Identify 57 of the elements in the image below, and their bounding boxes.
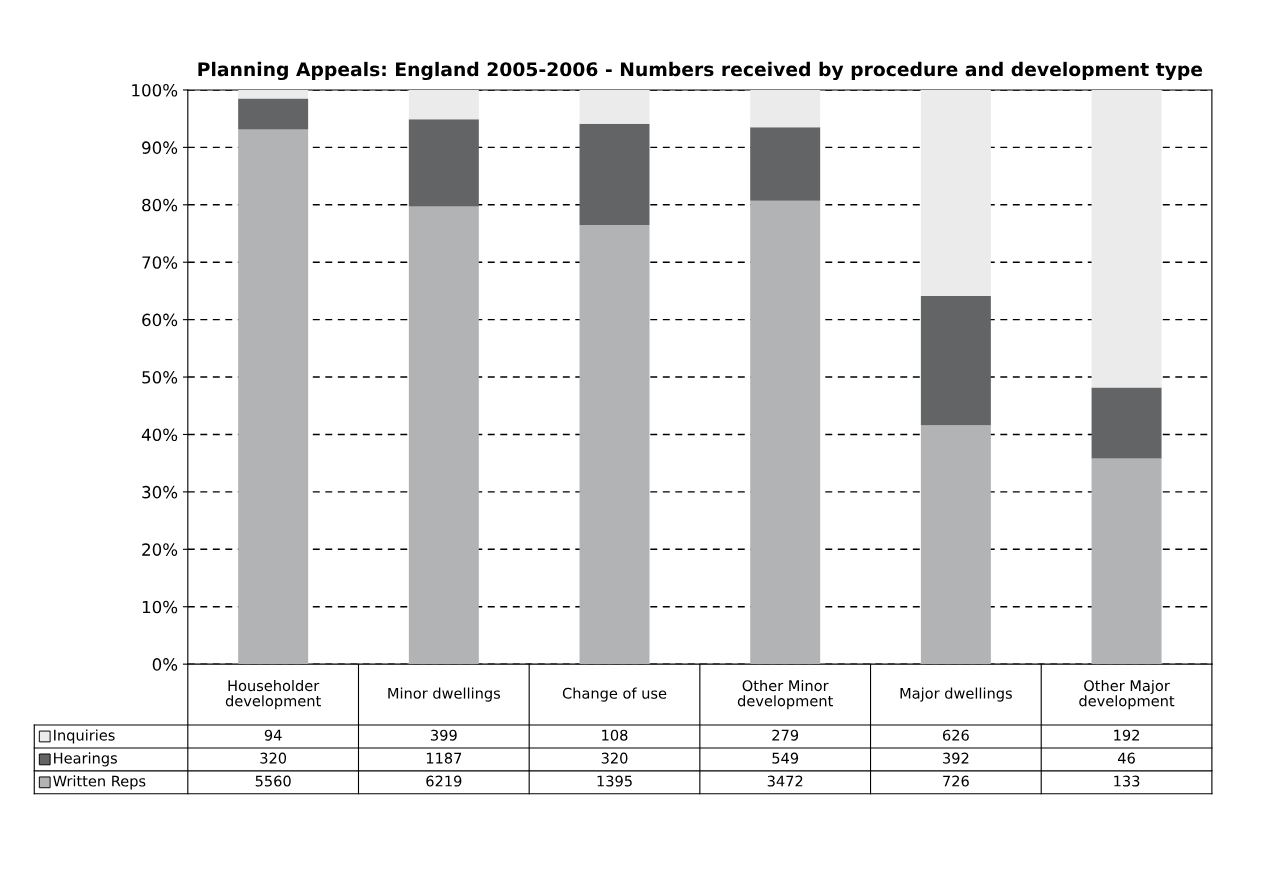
bar xyxy=(238,129,309,665)
text: 108 xyxy=(602,729,628,741)
bar xyxy=(1091,458,1162,665)
x-tick-label: Change of use xyxy=(562,687,667,702)
bar xyxy=(1091,387,1162,459)
legend-label: Hearings xyxy=(54,752,117,767)
text: 279 xyxy=(772,729,799,741)
bar xyxy=(750,200,821,665)
y-tick-label: 10% xyxy=(142,600,178,614)
bar xyxy=(579,89,650,124)
bar xyxy=(238,98,309,130)
bar xyxy=(408,89,479,120)
legend-label: Inquiries xyxy=(54,729,115,744)
y-tick-label: 80% xyxy=(142,198,178,212)
y-tick-label: 50% xyxy=(142,371,178,384)
text: 626 xyxy=(942,729,969,741)
bar xyxy=(408,206,479,665)
x-tick-label: Minor dwellings xyxy=(388,687,501,702)
y-tick-label: 70% xyxy=(142,256,178,269)
bar xyxy=(750,127,821,201)
bar xyxy=(920,425,991,665)
bar xyxy=(920,89,991,297)
text: 320 xyxy=(260,752,287,764)
text: 549 xyxy=(772,752,799,764)
text: 192 xyxy=(1114,729,1140,741)
text: 6219 xyxy=(426,775,462,787)
chart-title: Planning Appeals: England 2005-2006 - Numbers received by procedure and development type xyxy=(198,61,1203,81)
y-tick-label: 100% xyxy=(132,83,178,97)
y-tick-label: 40% xyxy=(141,428,178,442)
text: 133 xyxy=(1114,775,1140,787)
bar xyxy=(920,296,991,426)
text: 46 xyxy=(1117,752,1135,764)
y-tick-label: 90% xyxy=(142,141,178,154)
bar xyxy=(579,224,650,665)
text: 1187 xyxy=(426,752,462,764)
bar xyxy=(238,89,309,99)
text: 5560 xyxy=(255,775,291,787)
bar xyxy=(750,89,821,128)
y-tick-label: 20% xyxy=(142,543,178,556)
y-tick-label: 30% xyxy=(142,485,178,499)
text: 3472 xyxy=(767,775,803,787)
legend-label: Written Reps xyxy=(53,775,146,790)
text: 392 xyxy=(943,752,969,764)
text: 399 xyxy=(431,729,457,741)
y-tick-label: 60% xyxy=(142,313,178,327)
x-tick-label: Other Minor development xyxy=(737,679,833,710)
bar xyxy=(1091,89,1162,388)
text: 94 xyxy=(264,729,282,741)
bar xyxy=(408,119,479,207)
bar xyxy=(579,123,650,225)
x-tick-label: Major dwellings xyxy=(900,687,1012,702)
text: 1395 xyxy=(597,775,632,787)
y-tick-label: 0% xyxy=(152,658,178,671)
x-tick-label: Other Major development xyxy=(1079,679,1175,710)
x-tick-label: Householder development xyxy=(225,679,321,710)
text: 320 xyxy=(601,752,628,764)
text: 726 xyxy=(943,775,969,787)
